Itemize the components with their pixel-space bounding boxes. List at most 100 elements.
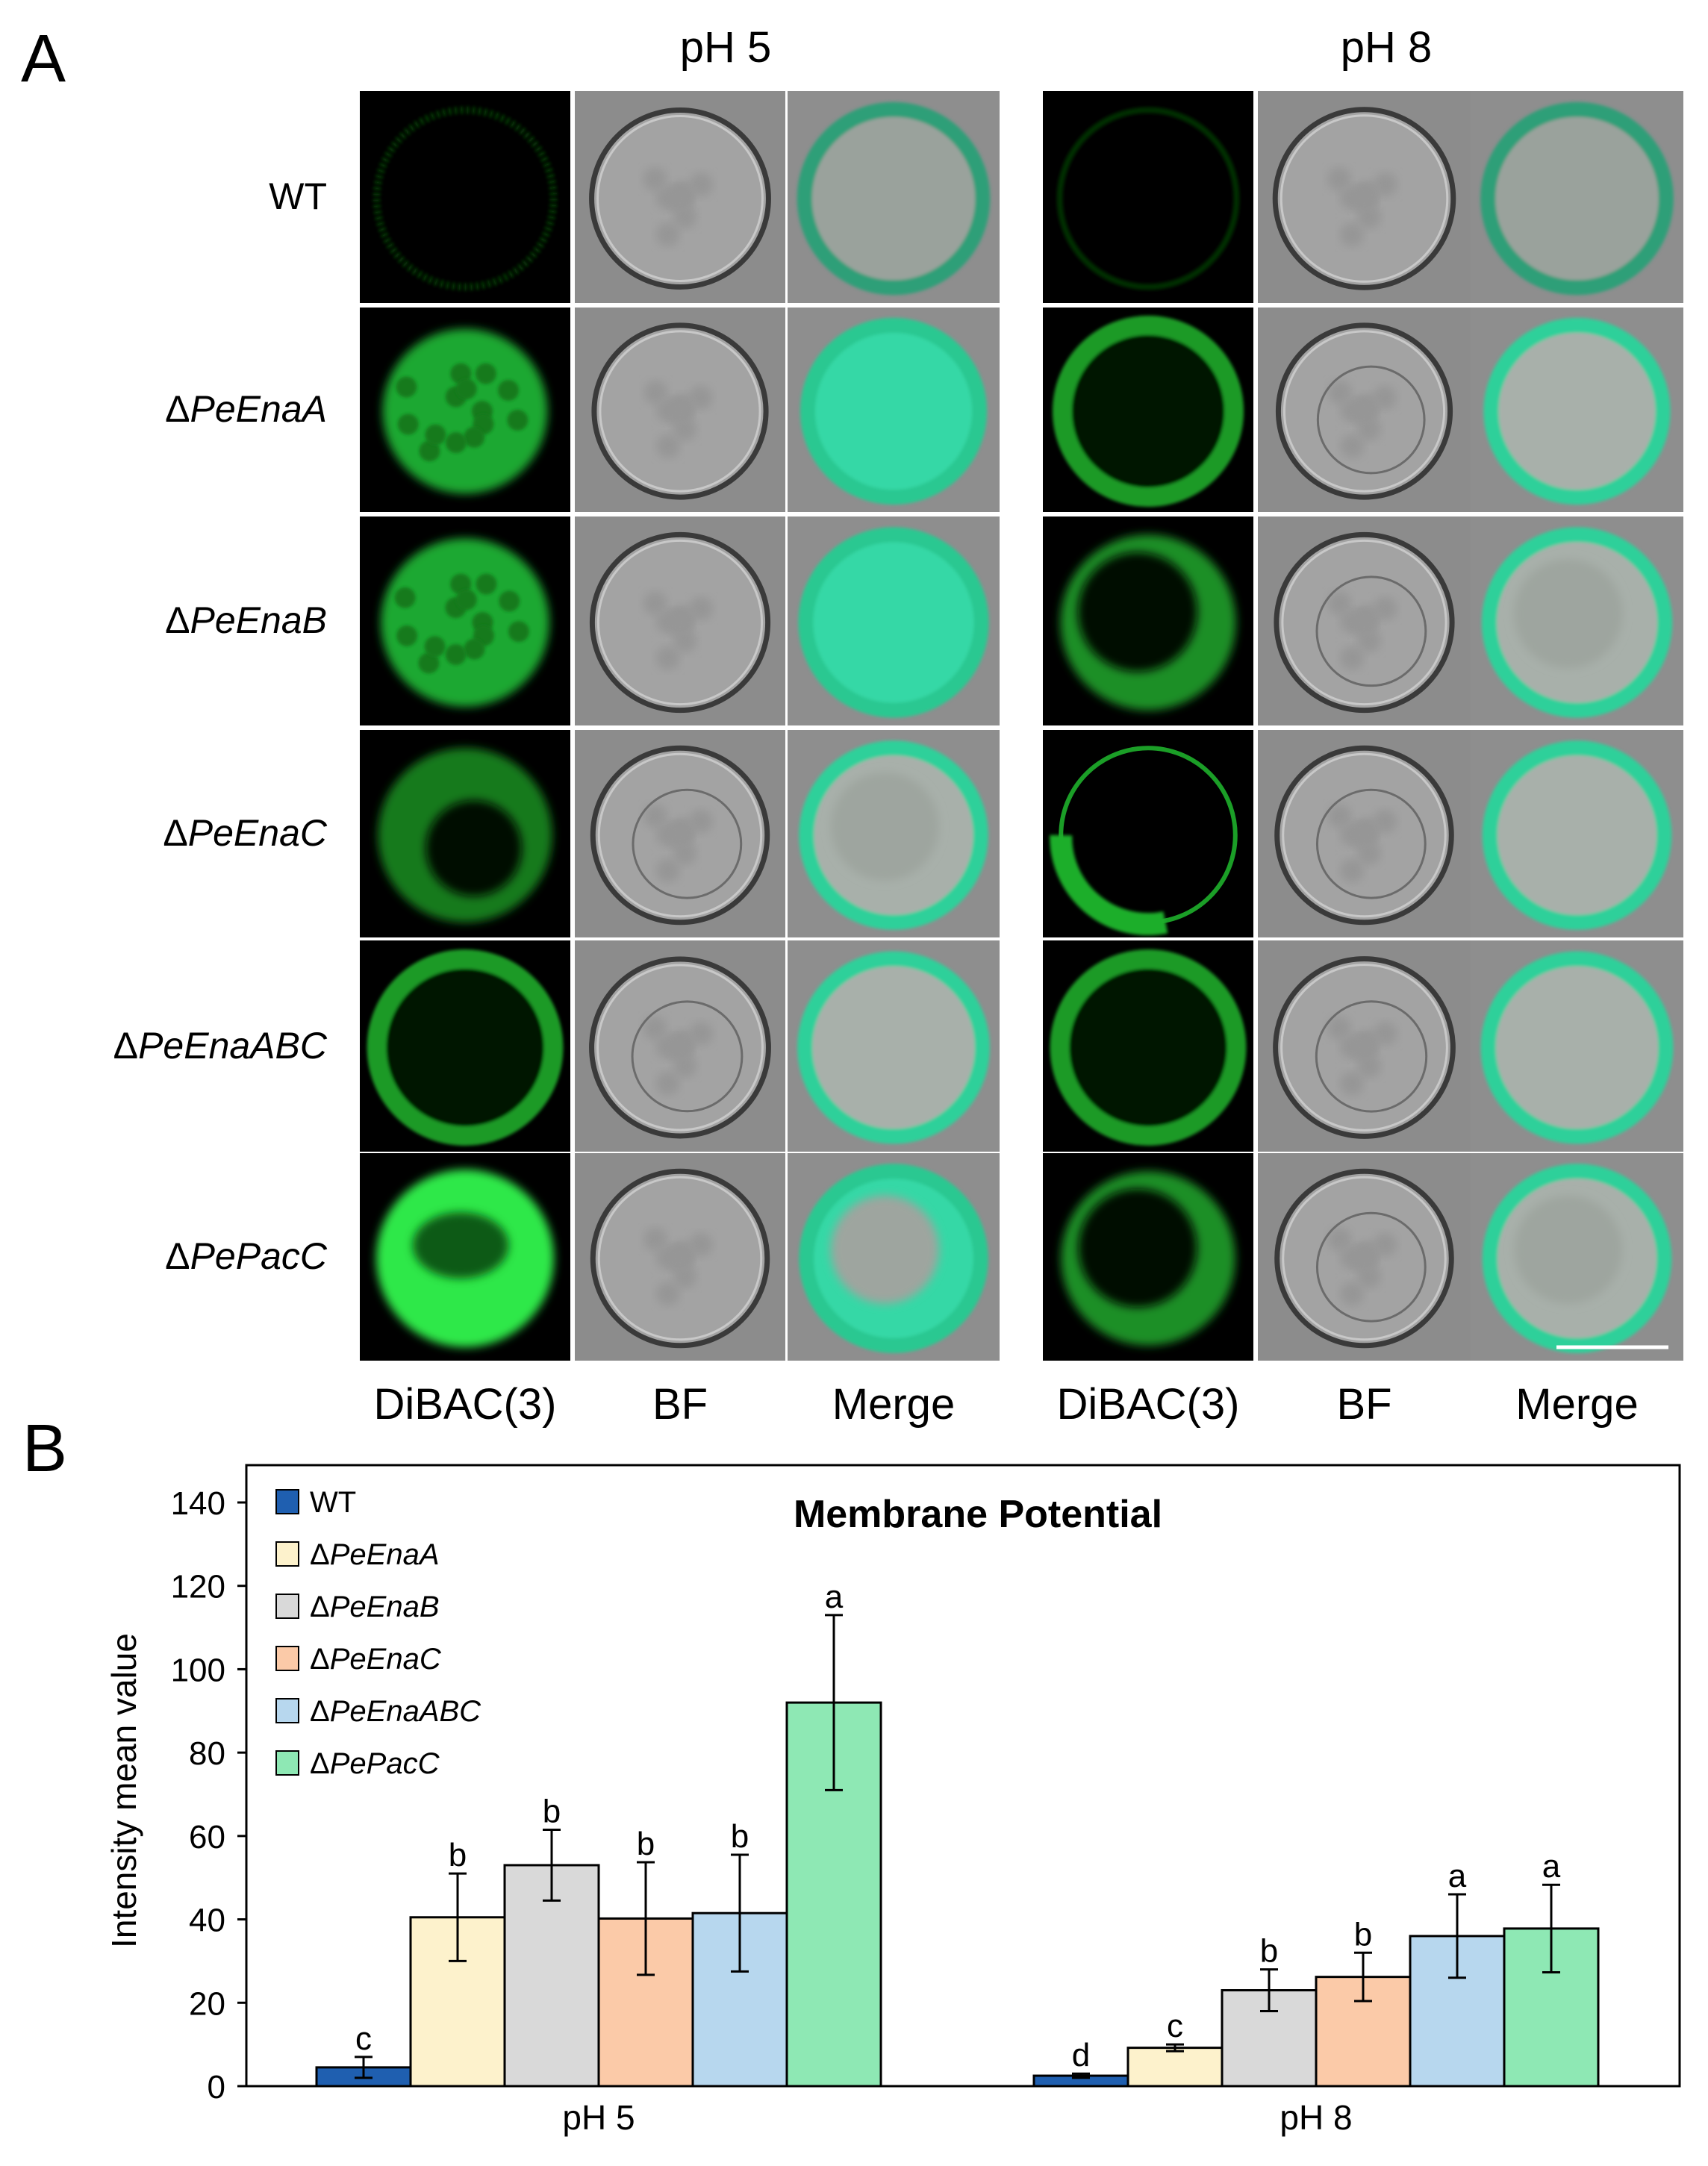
brightfield-image	[1258, 91, 1471, 303]
strain-name: WT	[269, 175, 327, 217]
merge-image	[788, 308, 1000, 512]
legend-prefix: Δ	[310, 1695, 330, 1728]
bar	[597, 1917, 694, 2088]
significance-letter: c	[355, 2020, 372, 2057]
column-label: Merge	[832, 1380, 956, 1429]
legend-name: WT	[310, 1486, 356, 1519]
y-tick-label: 60	[189, 1819, 225, 1856]
panel-a-letter: A	[21, 22, 66, 96]
significance-letter: a	[825, 1579, 844, 1615]
significance-letter: b	[449, 1837, 467, 1873]
column-label: BF	[652, 1380, 708, 1429]
bar	[1409, 1935, 1506, 2088]
column-label: DiBAC(3)	[373, 1380, 557, 1429]
merge-image	[788, 91, 1000, 303]
significance-letter: b	[637, 1826, 655, 1862]
legend-gene: PePacC	[330, 1747, 440, 1780]
merge-image	[788, 516, 1000, 725]
dibac-image	[1043, 308, 1253, 512]
bar	[1315, 1976, 1412, 2088]
legend-prefix: Δ	[310, 1643, 330, 1676]
bar	[785, 1701, 882, 2088]
significance-letter: d	[1072, 2037, 1090, 2073]
row-label: ΔPeEnaB	[165, 599, 327, 642]
legend-swatch	[275, 1489, 299, 1514]
legend-swatch	[275, 1594, 299, 1619]
significance-letter: b	[731, 1818, 749, 1855]
bar	[1032, 2074, 1129, 2088]
y-tick-label: 20	[189, 1985, 225, 2022]
legend-label: ΔPeEnaA	[310, 1538, 440, 1571]
column-label: DiBAC(3)	[1056, 1380, 1240, 1429]
group-title-ph8: pH 8	[1340, 23, 1433, 72]
significance-letter: b	[1260, 1933, 1278, 1970]
brightfield-image	[1258, 1153, 1471, 1361]
y-axis-label: Intensity mean value	[105, 1633, 143, 1948]
dibac-image	[360, 1153, 570, 1361]
bar	[409, 1916, 506, 2088]
column-label: Merge	[1515, 1380, 1639, 1429]
gene-name: PeEnaC	[187, 812, 327, 854]
legend-gene: PeEnaB	[330, 1591, 440, 1623]
gene-name: PeEnaB	[190, 599, 327, 641]
row-label: WT	[269, 175, 327, 218]
column-label: BF	[1336, 1380, 1392, 1429]
significance-letter: b	[1354, 1916, 1372, 1953]
brightfield-image	[575, 730, 785, 937]
significance-letter: c	[1167, 2008, 1183, 2044]
x-category-label: pH 8	[1280, 2098, 1352, 2137]
merge-image	[1471, 730, 1683, 937]
brightfield-image	[575, 308, 785, 512]
legend-prefix: Δ	[310, 1747, 330, 1780]
bar	[691, 1911, 788, 2088]
legend-label: ΔPeEnaC	[310, 1643, 442, 1676]
legend-label: WT	[310, 1486, 356, 1519]
merge-image	[1471, 91, 1683, 303]
dibac-image	[1043, 730, 1253, 937]
y-tick-label: 120	[171, 1569, 225, 1605]
y-tick-label: 0	[208, 2069, 225, 2106]
brightfield-image	[575, 1153, 785, 1361]
brightfield-image	[1258, 730, 1471, 937]
merge-image	[1471, 1153, 1683, 1361]
brightfield-image	[575, 516, 785, 725]
gene-name: PePacC	[190, 1235, 327, 1277]
legend-label: ΔPeEnaABC	[310, 1695, 481, 1728]
micrograph-grid	[360, 91, 1683, 1361]
significance-letter: a	[1448, 1858, 1467, 1894]
dibac-image	[1043, 91, 1253, 303]
delta-prefix: Δ	[165, 388, 190, 430]
merge-image	[1471, 308, 1683, 512]
brightfield-image	[1258, 516, 1471, 725]
legend-swatch	[275, 1698, 299, 1723]
row-label: ΔPeEnaC	[163, 811, 327, 855]
y-tick-label: 100	[171, 1652, 225, 1688]
gene-name: PeEnaA	[190, 388, 327, 430]
dibac-image	[1043, 516, 1253, 725]
y-tick-label: 140	[171, 1485, 225, 1522]
delta-prefix: Δ	[165, 599, 190, 641]
bar	[503, 1864, 600, 2088]
dibac-image	[1043, 1153, 1253, 1361]
bar	[1503, 1927, 1600, 2088]
group-title-ph5: pH 5	[679, 23, 772, 72]
y-tick-label: 80	[189, 1735, 225, 1772]
legend-gene: PeEnaA	[330, 1538, 440, 1571]
dibac-image	[360, 308, 570, 512]
bar	[315, 2066, 412, 2088]
dibac-image	[360, 940, 570, 1152]
bar	[1126, 2047, 1224, 2088]
brightfield-image	[1258, 308, 1471, 512]
legend-swatch	[275, 1541, 299, 1567]
legend-swatch	[275, 1750, 299, 1776]
delta-prefix: Δ	[113, 1024, 139, 1067]
significance-letter: b	[543, 1793, 561, 1829]
merge-image	[1471, 516, 1683, 725]
merge-image	[1471, 940, 1683, 1152]
merge-image	[788, 1153, 1000, 1361]
gene-name: PeEnaABC	[138, 1024, 327, 1067]
legend-label: ΔPePacC	[310, 1747, 440, 1780]
dibac-image	[360, 730, 570, 937]
dibac-image	[1043, 940, 1253, 1152]
legend-gene: PeEnaABC	[330, 1695, 481, 1728]
